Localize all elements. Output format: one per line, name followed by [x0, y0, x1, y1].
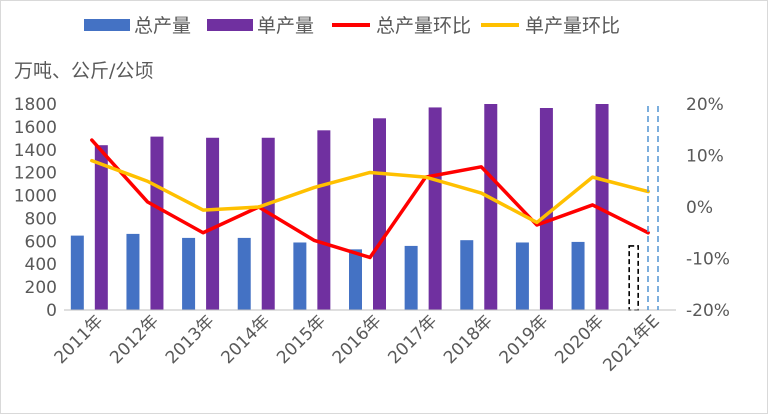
x-tick-label: 2012年: [106, 311, 163, 368]
bar-total: [182, 237, 196, 310]
y-tick-label: 600: [25, 232, 57, 252]
bar-unit: [317, 130, 331, 310]
x-tick-label: 2014年: [218, 311, 275, 368]
bar-total: [460, 240, 474, 310]
x-tick-label: 2021年E: [599, 311, 663, 375]
bar-unit: [373, 118, 386, 310]
legend: 总产量 单产量 总产量环比 单产量环比: [84, 15, 620, 37]
y-tick-label: 1200: [14, 164, 57, 184]
x-tick-label: 2018年: [440, 311, 497, 368]
y-tick-label: 0: [46, 301, 57, 321]
y2-tick-label: -10%: [686, 250, 730, 270]
x-tick-label: 2019年: [496, 311, 553, 368]
bars: [70, 104, 639, 311]
y2-tick-label: 10%: [686, 147, 724, 167]
legend-label: 总产量: [134, 15, 191, 37]
legend-swatch: [84, 19, 130, 31]
y2-tick-label: -20%: [686, 301, 730, 321]
y2-tick-label: 0%: [686, 198, 713, 218]
bar-total: [237, 237, 251, 310]
bar-total: [126, 233, 140, 310]
bar-unit: [595, 104, 609, 310]
legend-label: 总产量环比: [376, 15, 471, 37]
legend-label: 单产量: [257, 15, 314, 37]
bar-unit: [539, 108, 553, 310]
y-axis-label: 万吨、公斤/公顷: [14, 60, 153, 82]
bar-unit: [261, 137, 275, 310]
bar-total: [515, 242, 529, 310]
bar-total-forecast: [628, 245, 639, 311]
bar-total: [349, 249, 362, 310]
x-axis-ticks: 2011年2012年2013年2014年2015年2016年2017年2018年…: [51, 311, 664, 375]
y-tick-label: 1000: [14, 187, 57, 207]
bar-total: [404, 245, 418, 310]
bar-total: [293, 242, 307, 310]
bar-unit: [150, 136, 164, 310]
legend-swatch: [207, 19, 253, 31]
bar-total: [70, 235, 84, 310]
y-tick-label: 1400: [14, 141, 57, 161]
y-tick-label: 800: [25, 209, 57, 229]
x-tick-label: 2017年: [384, 311, 441, 368]
bar-unit: [484, 104, 498, 310]
x-tick-label: 2016年: [329, 311, 386, 368]
y2-axis-ticks: -20% -10% 0% 10% 20%: [686, 95, 730, 321]
y-tick-label: 1800: [14, 95, 57, 115]
x-tick-label: 2013年: [162, 311, 219, 368]
y2-tick-label: 20%: [686, 95, 724, 115]
y-tick-label: 200: [25, 278, 57, 298]
lines: [90, 138, 650, 260]
x-tick-label: 2020年: [551, 311, 608, 368]
forecast-divider: [647, 106, 659, 310]
legend-label: 单产量环比: [525, 15, 620, 37]
x-tick-label: 2011年: [51, 311, 108, 368]
bar-total: [571, 241, 585, 310]
y-tick-label: 400: [25, 255, 57, 275]
bar-unit: [94, 145, 108, 310]
bar-unit: [206, 137, 220, 310]
x-tick-label: 2015年: [273, 311, 330, 368]
y-tick-label: 1600: [14, 118, 57, 138]
line-total-mom: [90, 138, 650, 260]
line-unit-mom: [90, 158, 650, 225]
bar-unit: [428, 107, 442, 310]
